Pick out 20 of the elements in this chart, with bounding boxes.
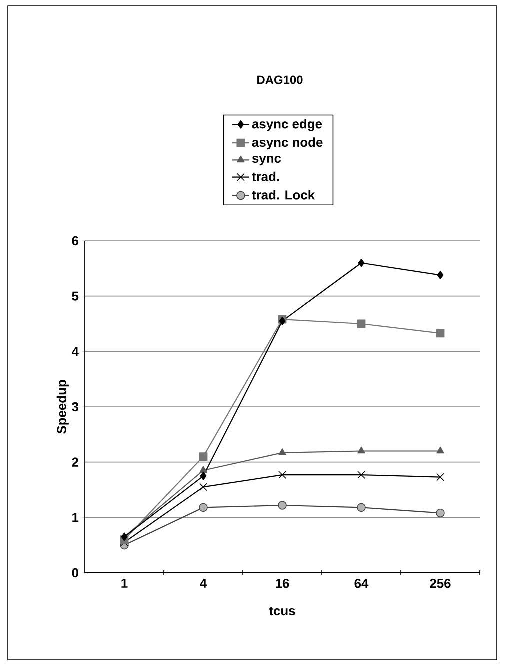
x-tick-label: 256 [430, 579, 451, 588]
x-tick-label: 16 [276, 579, 290, 588]
x-tick-label: 64 [354, 579, 369, 588]
legend-label: trad. Lock [252, 190, 316, 200]
y-axis-title: Speedup [56, 380, 69, 434]
legend-label: async edge [252, 119, 322, 132]
y-tick-label: 4 [72, 347, 79, 356]
y-tick-label: 5 [72, 292, 79, 301]
y-tick-label: 1 [72, 513, 79, 522]
legend-label: sync [252, 156, 282, 166]
chart-title: DAG100 [258, 76, 303, 84]
legend-label: trad. [252, 172, 280, 182]
legend-label: async node [252, 138, 323, 150]
x-tick-label: 1 [122, 579, 128, 588]
y-tick-label: 0 [72, 568, 78, 578]
x-tick-label: 4 [200, 579, 208, 588]
x-axis-title: tcus [269, 607, 296, 616]
y-tick-label: 2 [72, 458, 78, 467]
y-tick-label: 6 [72, 236, 79, 246]
y-tick-label: 3 [72, 402, 79, 412]
